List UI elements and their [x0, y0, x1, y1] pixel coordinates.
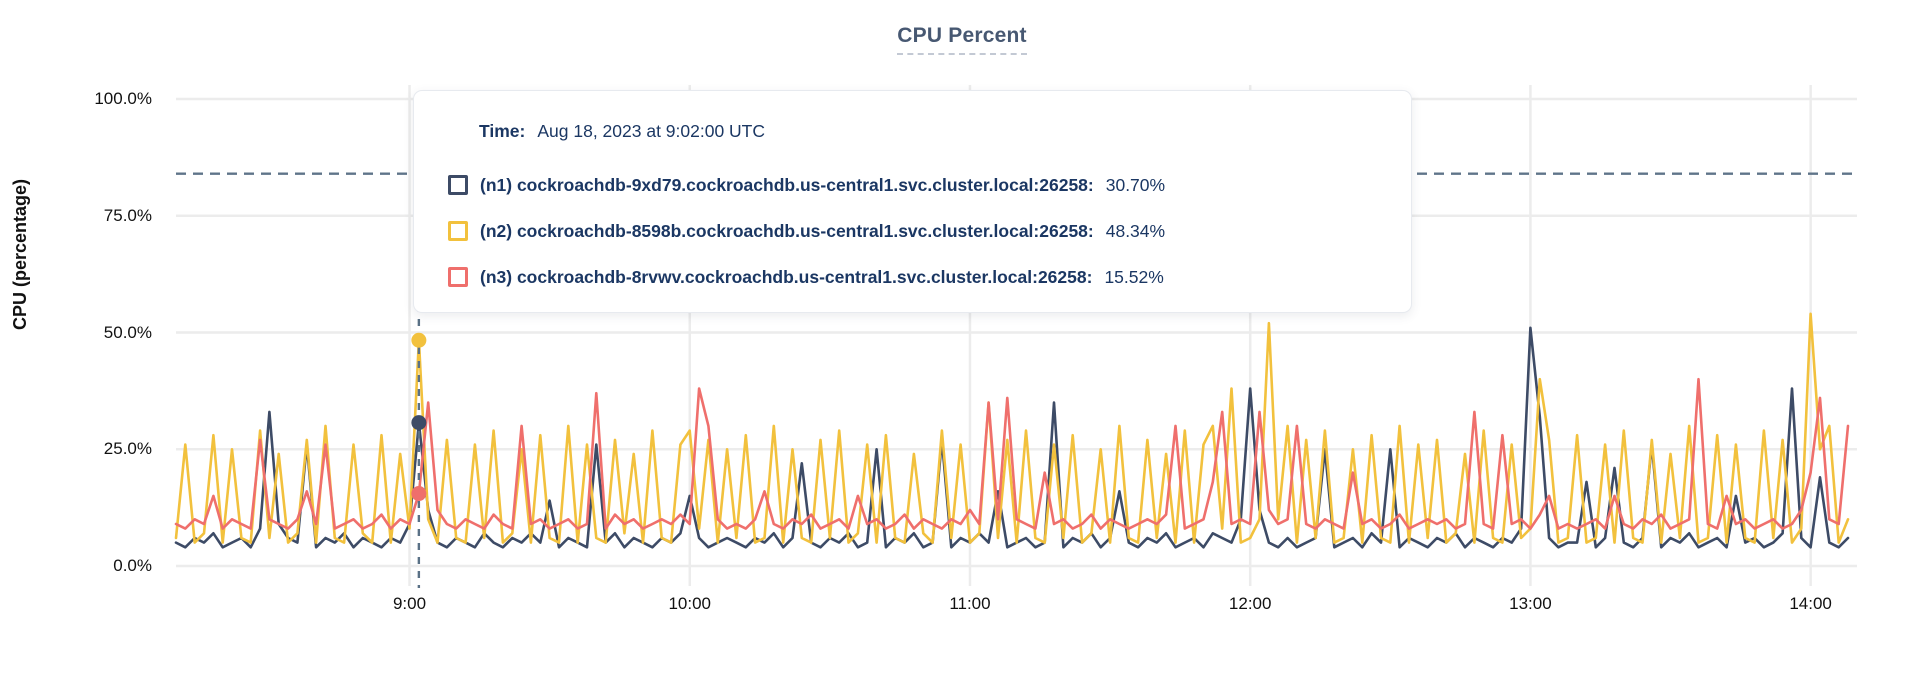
tooltip-series-value: 48.34%	[1105, 220, 1166, 241]
tooltip-series-row-n1: (n1) cockroachdb-9xd79.cockroachdb.us-ce…	[448, 162, 1391, 208]
x-tick-label: 9:00	[392, 594, 427, 613]
tooltip-series-rows: (n1) cockroachdb-9xd79.cockroachdb.us-ce…	[448, 162, 1391, 300]
tooltip-series-row-n2: (n2) cockroachdb-8598b.cockroachdb.us-ce…	[448, 208, 1391, 254]
chart-title-wrap: CPU Percent	[0, 24, 1924, 55]
y-tick-label: 0.0%	[113, 556, 152, 575]
series-swatch-icon	[448, 175, 468, 195]
x-tick-label: 13:00	[1509, 594, 1552, 613]
tooltip-time-row: Time: Aug 18, 2023 at 9:02:00 UTC	[448, 121, 1391, 142]
y-tick-label: 75.0%	[103, 205, 152, 225]
tooltip-time-value: Aug 18, 2023 at 9:02:00 UTC	[537, 121, 766, 141]
hover-dot-n1	[411, 415, 427, 431]
x-tick-label: 10:00	[668, 594, 711, 613]
x-tick-label: 12:00	[1228, 594, 1272, 613]
tooltip-series-label: (n3) cockroachdb-8rvwv.cockroachdb.us-ce…	[480, 266, 1093, 287]
chart-tooltip: Time: Aug 18, 2023 at 9:02:00 UTC (n1) co…	[413, 90, 1412, 313]
x-tick-label: 11:00	[949, 594, 991, 613]
y-tick-label: 100.0%	[94, 89, 152, 108]
chart-title: CPU Percent	[897, 24, 1027, 55]
tooltip-series-label: (n2) cockroachdb-8598b.cockroachdb.us-ce…	[480, 220, 1094, 241]
series-line-n1	[174, 326, 1850, 549]
tooltip-time-label: Time:	[479, 121, 526, 141]
tooltip-series-value: 15.52%	[1104, 266, 1164, 287]
y-tick-label: 25.0%	[103, 439, 152, 459]
series-line-n3	[174, 377, 1850, 530]
tooltip-series-row-n3: (n3) cockroachdb-8rvwv.cockroachdb.us-ce…	[448, 254, 1391, 300]
hover-dot-n3	[411, 486, 427, 502]
tooltip-series-label: (n1) cockroachdb-9xd79.cockroachdb.us-ce…	[480, 174, 1094, 195]
y-tick-label: 50.0%	[103, 322, 152, 342]
hover-dot-n2	[411, 332, 427, 348]
series-swatch-icon	[448, 267, 468, 287]
series-line-n2	[174, 312, 1850, 544]
series-swatch-icon	[448, 221, 468, 241]
tooltip-series-value: 30.70%	[1105, 174, 1166, 195]
x-tick-label: 14:00	[1789, 594, 1832, 613]
